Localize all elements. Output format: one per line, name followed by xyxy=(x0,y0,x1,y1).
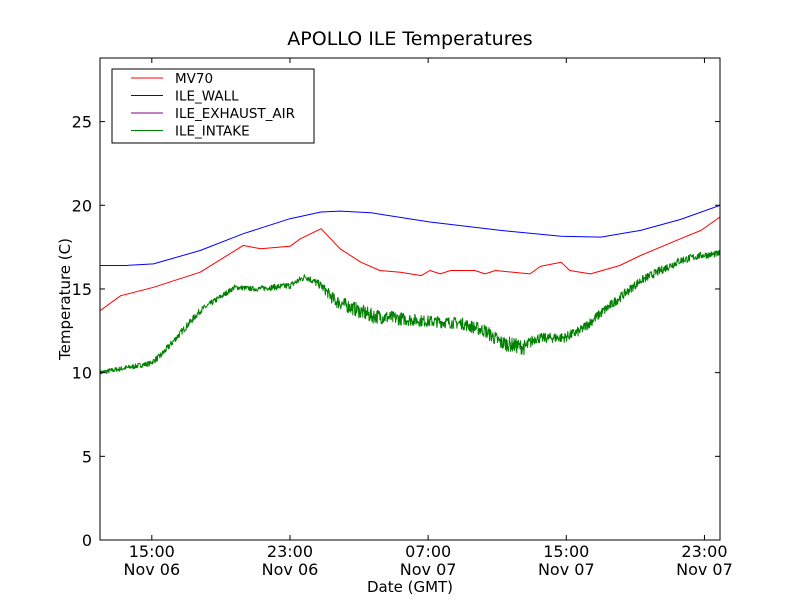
x-tick-label-date: Nov 07 xyxy=(538,560,595,579)
x-axis-label: Date (GMT) xyxy=(367,578,453,596)
series-line-ile-wall xyxy=(100,204,720,266)
y-tick-label: 0 xyxy=(82,531,92,550)
plot-area xyxy=(100,204,720,376)
legend-label: ILE_EXHAUST_AIR xyxy=(175,106,295,122)
chart-title: APOLLO ILE Temperatures xyxy=(287,28,532,50)
legend-label: ILE_WALL xyxy=(175,89,239,105)
y-tick-label: 25 xyxy=(72,113,92,132)
x-tick-label-time: 23:00 xyxy=(267,542,313,561)
y-tick-label: 10 xyxy=(72,364,92,383)
x-tick-label-date: Nov 07 xyxy=(676,560,733,579)
y-tick-label: 15 xyxy=(72,280,92,299)
y-axis-label: Temperature (C) xyxy=(56,238,74,361)
x-tick-label-time: 15:00 xyxy=(129,542,175,561)
legend-label: ILE_INTAKE xyxy=(175,124,250,140)
x-tick-label-date: Nov 06 xyxy=(123,560,180,579)
axes-frame xyxy=(99,57,721,541)
series-line-ile-intake xyxy=(100,250,720,376)
y-tick-label: 20 xyxy=(72,196,92,215)
y-tick-label: 5 xyxy=(82,447,92,466)
x-tick-label-time: 07:00 xyxy=(405,542,451,561)
legend-label: MV70 xyxy=(175,71,213,87)
x-tick-label-time: 23:00 xyxy=(681,542,727,561)
x-tick-label-date: Nov 06 xyxy=(262,560,319,579)
x-tick-label-date: Nov 07 xyxy=(400,560,457,579)
series-line-mv70 xyxy=(100,216,720,312)
x-tick-label-time: 15:00 xyxy=(543,542,589,561)
